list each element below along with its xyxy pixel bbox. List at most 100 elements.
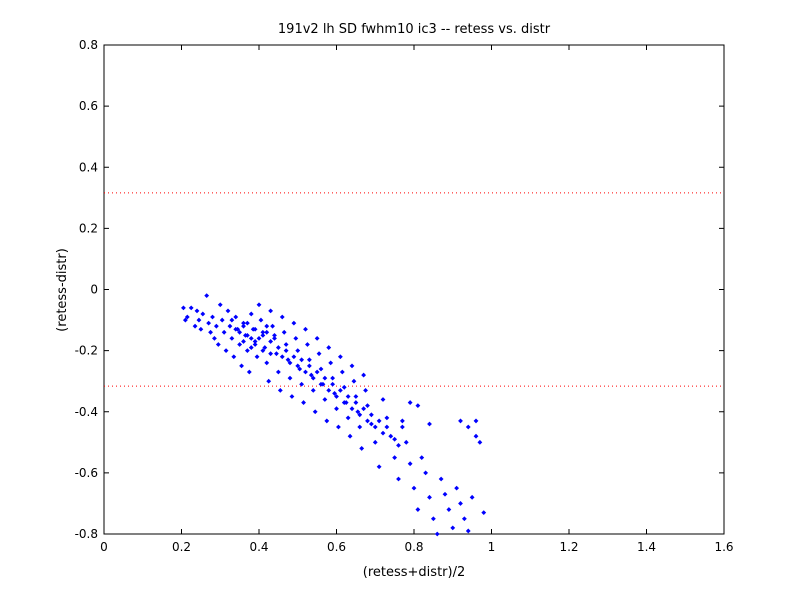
scatter-point	[353, 394, 359, 399]
scatter-point	[275, 369, 281, 375]
y-tick-label: -0.2	[75, 344, 98, 358]
scatter-point	[427, 494, 432, 500]
scatter-point	[363, 387, 368, 393]
scatter-point	[423, 470, 429, 476]
scatter-point	[415, 507, 421, 512]
scatter-point	[264, 360, 270, 366]
scatter-point	[217, 302, 223, 308]
scatter-point	[318, 366, 324, 372]
scatter-point	[198, 326, 204, 332]
scatter-point	[372, 424, 378, 430]
scatter-point	[328, 360, 334, 366]
scatter-point	[376, 464, 382, 470]
scatter-point	[188, 305, 194, 311]
scatter-point	[434, 531, 440, 537]
scatter-point	[268, 308, 274, 314]
scatter-point	[219, 317, 225, 323]
x-axis-label: (retess+distr)/2	[363, 565, 465, 580]
scatter-point	[196, 317, 202, 323]
scatter-point	[279, 314, 285, 320]
y-tick-label: -0.4	[75, 405, 98, 419]
scatter-point	[332, 391, 337, 396]
scatter-point	[275, 345, 281, 350]
scatter-point	[303, 369, 308, 375]
scatter-point	[326, 345, 332, 350]
scatter-point	[359, 446, 365, 451]
scatter-point	[469, 494, 475, 500]
y-tick-label: 0.2	[79, 221, 98, 235]
reference-lines	[104, 192, 724, 387]
scatter-point	[392, 455, 398, 460]
scatter-point	[336, 424, 341, 430]
scatter-point	[289, 394, 295, 399]
scatter-point	[330, 381, 336, 387]
scatter-point	[306, 363, 312, 369]
scatter-point	[258, 317, 264, 323]
scatter-point	[372, 439, 378, 445]
scatter-point	[316, 351, 322, 357]
scatter-point	[299, 381, 305, 387]
scatter-point	[411, 485, 417, 491]
scatter-point	[446, 507, 452, 512]
scatter-point	[465, 528, 471, 534]
scatter-point	[281, 329, 287, 335]
scatter-point	[450, 525, 456, 531]
scatter-point	[260, 348, 266, 354]
scatter-point	[204, 293, 210, 299]
y-tick-label: -0.8	[75, 527, 98, 541]
scatter-point	[303, 326, 308, 332]
scatter-point	[368, 412, 374, 418]
scatter-point	[365, 418, 370, 424]
scatter-point	[262, 345, 268, 350]
scatter-point	[353, 400, 359, 405]
scatter-point	[399, 418, 405, 424]
scatter-point	[244, 348, 250, 354]
scatter-point	[345, 415, 351, 421]
x-tick-label: 1.6	[714, 540, 733, 554]
data-points	[181, 293, 487, 537]
scatter-point	[229, 317, 235, 323]
scatter-point	[252, 342, 258, 347]
scatter-point	[341, 384, 347, 390]
x-tick-label: 0.6	[327, 540, 346, 554]
scatter-point	[241, 339, 246, 344]
scatter-point	[355, 409, 361, 415]
scatter-point	[266, 378, 272, 384]
scatter-point	[365, 403, 370, 409]
scatter-point	[419, 455, 425, 460]
scatter-point	[357, 412, 363, 418]
scatter-point	[210, 314, 215, 320]
scatter-point	[442, 491, 448, 497]
scatter-point	[239, 363, 244, 369]
scatter-point	[392, 436, 398, 442]
scatter-point	[368, 421, 374, 427]
scatter-point	[208, 329, 213, 335]
scatter-point	[295, 348, 301, 354]
scatter-point	[380, 397, 386, 402]
scatter-point	[272, 336, 277, 341]
x-tick-label: 1.4	[637, 540, 656, 554]
scatter-point	[248, 336, 254, 341]
scatter-point	[285, 357, 291, 363]
scatter-point	[293, 336, 299, 341]
scatter-point	[233, 314, 239, 320]
scatter-point	[256, 336, 262, 341]
scatter-point	[322, 375, 328, 381]
y-tick-label: 0	[90, 283, 98, 297]
chart-title: 191v2 lh SD fwhm10 ic3 -- retess vs. dis…	[278, 22, 551, 37]
y-tick-label: -0.6	[75, 466, 98, 480]
scatter-point	[314, 336, 320, 341]
scatter-point	[244, 332, 250, 338]
scatter-point	[305, 342, 310, 347]
scatter-point	[227, 323, 233, 329]
axis-ticks: 0 0.2 0.4 0.6 0.8 1 1.2 1.4 1.6 -0.8 -0.6 -0.4 -0.2 0…	[75, 38, 734, 554]
scatter-point	[310, 375, 316, 381]
scatter-point	[233, 326, 239, 332]
scatter-point	[326, 387, 332, 393]
x-tick-label: 0.4	[249, 540, 268, 554]
scatter-point	[407, 400, 413, 405]
y-axis-label: (retess-distr)	[55, 248, 70, 332]
scatter-point	[324, 418, 330, 424]
scatter-point	[308, 372, 314, 378]
x-tick-label: 0	[100, 540, 108, 554]
